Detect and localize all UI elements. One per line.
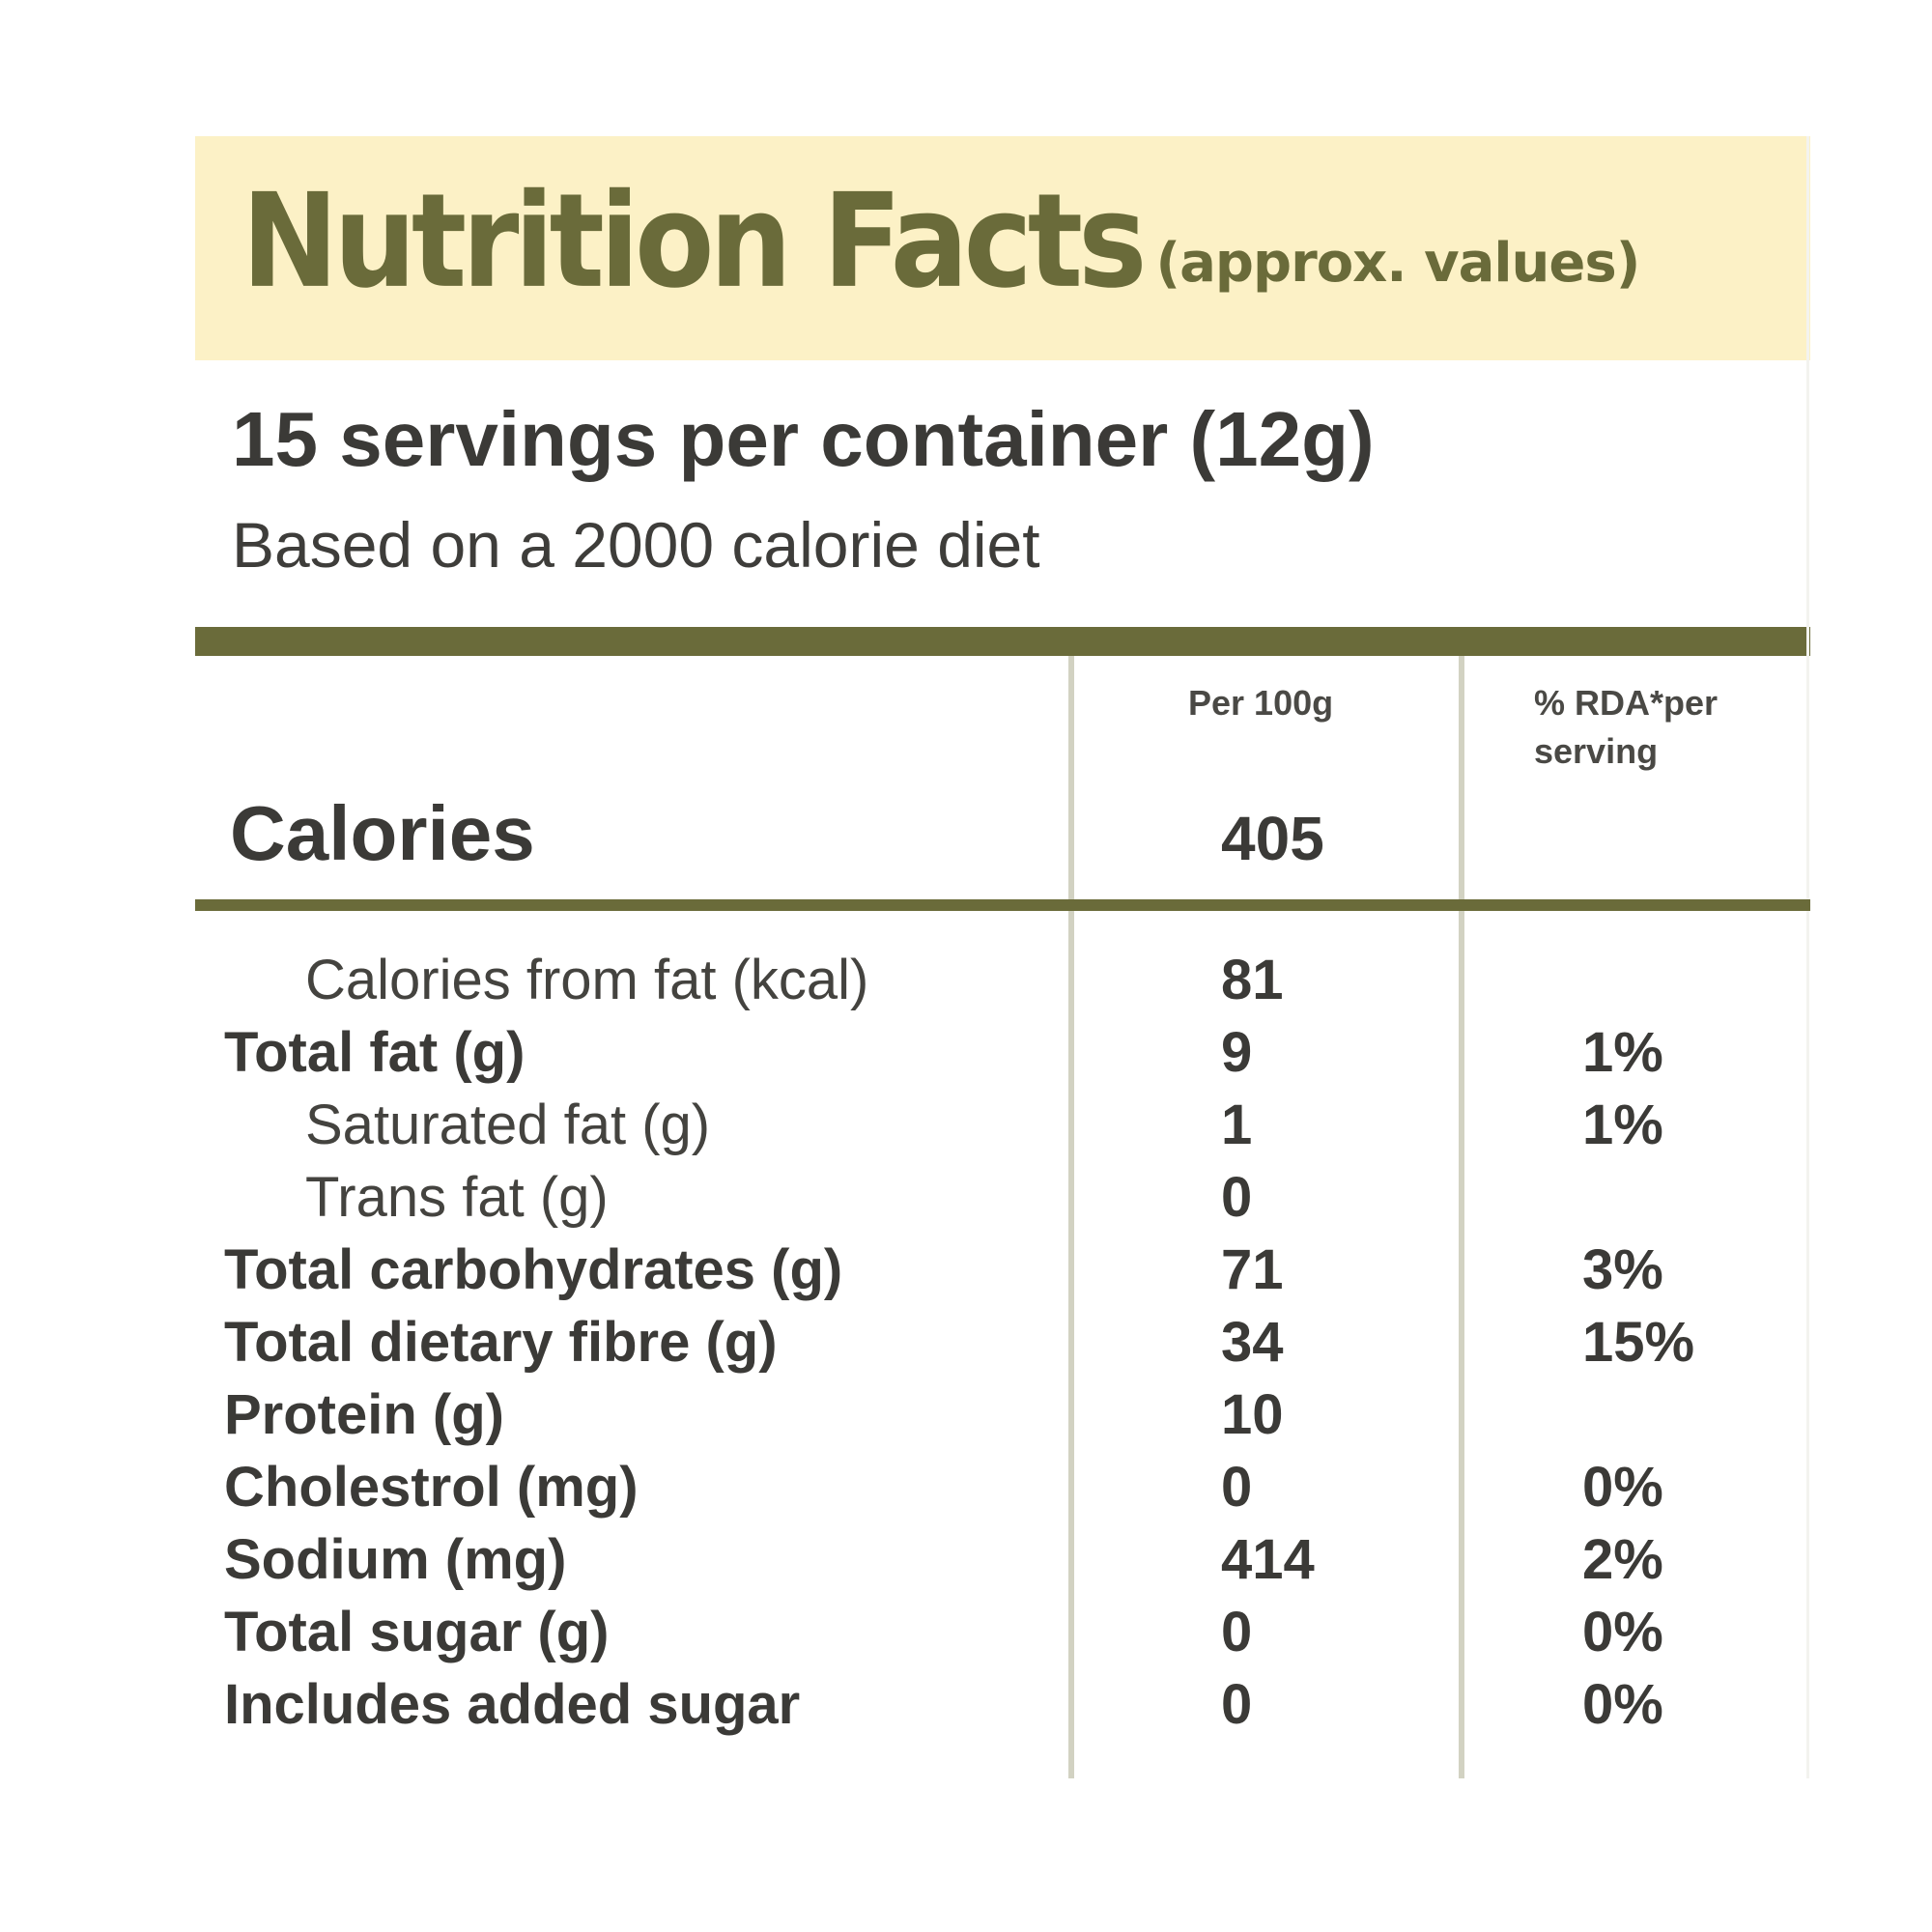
nutrient-row-total-carbohydrates: Total carbohydrates (g) 71 3% bbox=[195, 1234, 1810, 1306]
nutrient-name: Total fat (g) bbox=[224, 1021, 526, 1084]
column-header-per-100g: Per 100g bbox=[1188, 683, 1334, 723]
column-header-rda: % RDA*per serving bbox=[1534, 683, 1719, 771]
nutrient-value: 0 bbox=[1221, 1601, 1253, 1663]
column-divider-per100g bbox=[1068, 656, 1074, 1778]
calories-label: Calories bbox=[230, 790, 535, 876]
nutrient-row-calories-from-fat: Calories from fat (kcal) 81 bbox=[195, 944, 1810, 1016]
label-subtitle: (approx. values) bbox=[1155, 232, 1641, 295]
nutrient-value: 0 bbox=[1221, 1673, 1253, 1736]
nutrient-name: Protein (g) bbox=[224, 1383, 504, 1446]
nutrient-row-sodium: Sodium (mg) 414 2% bbox=[195, 1523, 1810, 1596]
nutrient-name: Total dietary fibre (g) bbox=[224, 1311, 778, 1374]
nutrient-value: 0 bbox=[1221, 1166, 1253, 1229]
servings-per-container: 15 servings per container (12g) bbox=[232, 396, 1375, 482]
nutrient-value: 81 bbox=[1221, 949, 1284, 1011]
nutrient-rda: 1% bbox=[1582, 1021, 1663, 1084]
nutrition-label: Nutrition Facts (approx. values) 15 servi… bbox=[195, 136, 1810, 1778]
nutrient-row-cholestrol: Cholestrol (mg) 0 0% bbox=[195, 1451, 1810, 1523]
nutrient-row-protein: Protein (g) 10 bbox=[195, 1378, 1810, 1451]
nutrient-rda: 3% bbox=[1582, 1238, 1663, 1301]
nutrient-name: Saturated fat (g) bbox=[305, 1094, 711, 1156]
calorie-basis: Based on a 2000 calorie diet bbox=[232, 509, 1040, 581]
nutrient-name: Total carbohydrates (g) bbox=[224, 1238, 843, 1301]
nutrient-name: Calories from fat (kcal) bbox=[305, 949, 869, 1011]
label-header: Nutrition Facts (approx. values) bbox=[195, 136, 1810, 360]
nutrient-value: 0 bbox=[1221, 1456, 1253, 1519]
nutrient-value: 71 bbox=[1221, 1238, 1284, 1301]
title-block: Nutrition Facts (approx. values) bbox=[242, 167, 1641, 318]
column-divider-rda bbox=[1459, 656, 1464, 1778]
nutrient-value: 34 bbox=[1221, 1311, 1284, 1374]
nutrient-row-added-sugar: Includes added sugar 0 0% bbox=[195, 1668, 1810, 1741]
nutrient-rda: 0% bbox=[1582, 1456, 1663, 1519]
calories-value: 405 bbox=[1221, 804, 1324, 873]
label-right-edge bbox=[1806, 136, 1809, 1778]
nutrient-name: Trans fat (g) bbox=[305, 1166, 609, 1229]
nutrient-value: 10 bbox=[1221, 1383, 1284, 1446]
nutrient-value: 1 bbox=[1221, 1094, 1253, 1156]
nutrient-row-saturated-fat: Saturated fat (g) 1 1% bbox=[195, 1089, 1810, 1161]
nutrient-value: 9 bbox=[1221, 1021, 1253, 1084]
nutrient-name: Includes added sugar bbox=[224, 1673, 801, 1736]
nutrient-rda: 0% bbox=[1582, 1673, 1663, 1736]
calories-divider bbox=[195, 899, 1810, 911]
nutrient-name: Cholestrol (mg) bbox=[224, 1456, 639, 1519]
thick-divider bbox=[195, 627, 1810, 656]
nutrient-rda: 1% bbox=[1582, 1094, 1663, 1156]
nutrient-rda: 15% bbox=[1582, 1311, 1695, 1374]
nutrient-rda: 0% bbox=[1582, 1601, 1663, 1663]
nutrient-name: Sodium (mg) bbox=[224, 1528, 567, 1591]
nutrient-rda: 2% bbox=[1582, 1528, 1663, 1591]
nutrient-row-trans-fat: Trans fat (g) 0 bbox=[195, 1161, 1810, 1234]
nutrient-value: 414 bbox=[1221, 1528, 1315, 1591]
nutrient-table: Calories from fat (kcal) 81 Total fat (g… bbox=[195, 944, 1810, 1741]
nutrient-row-dietary-fibre: Total dietary fibre (g) 34 15% bbox=[195, 1306, 1810, 1378]
nutrient-row-total-fat: Total fat (g) 9 1% bbox=[195, 1016, 1810, 1089]
label-title: Nutrition Facts bbox=[242, 166, 1148, 318]
nutrient-row-total-sugar: Total sugar (g) 0 0% bbox=[195, 1596, 1810, 1668]
nutrient-name: Total sugar (g) bbox=[224, 1601, 610, 1663]
